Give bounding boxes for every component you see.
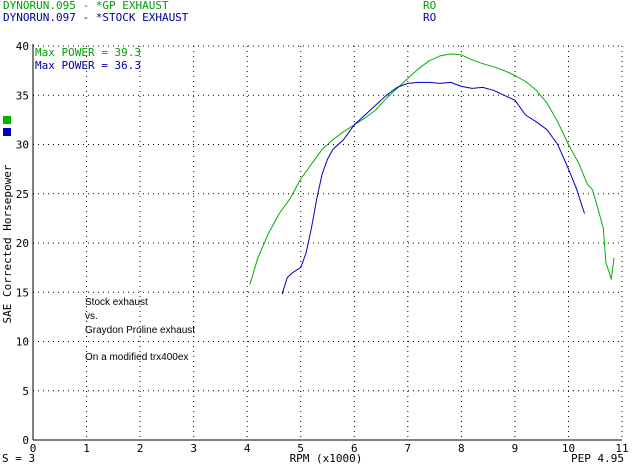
y-tick-label: 35 bbox=[16, 89, 29, 102]
max-power-gp: Max POWER = 39.3 bbox=[35, 46, 141, 59]
x-tick-label: 6 bbox=[351, 442, 358, 455]
legend-run1: DYNORUN.095 - *GP EXHAUST bbox=[3, 0, 169, 12]
note-line-1: Stock exhaust bbox=[85, 297, 148, 308]
axes bbox=[32, 44, 622, 441]
x-tick-label: 7 bbox=[405, 442, 412, 455]
y-tick-label: 15 bbox=[16, 286, 29, 299]
y-tick-label: 25 bbox=[16, 188, 29, 201]
max-power-stock: Max POWER = 36.3 bbox=[35, 59, 141, 72]
y-tick-label: 30 bbox=[16, 139, 29, 152]
legend-ro2: RO bbox=[423, 11, 437, 24]
gp-exhaust-line bbox=[249, 53, 615, 285]
x-tick-label: 5 bbox=[297, 442, 304, 455]
x-tick-label: 9 bbox=[512, 442, 519, 455]
legend-run2: DYNORUN.097 - *STOCK EXHAUST bbox=[3, 11, 189, 24]
x-tick-label: 8 bbox=[458, 442, 465, 455]
pep-label: PEP 4.95 bbox=[571, 452, 624, 465]
x-axis-label: RPM (x1000) bbox=[290, 452, 363, 465]
series-lines bbox=[249, 53, 615, 295]
x-tick-label: 10 bbox=[562, 442, 575, 455]
note-line-4: On a modified trx400ex bbox=[85, 352, 189, 363]
series-swatch-gp bbox=[3, 116, 11, 124]
legend-ro1: RO bbox=[423, 0, 437, 12]
stock-exhaust-line bbox=[281, 81, 585, 295]
series-swatch-stock bbox=[3, 128, 11, 136]
x-tick-label: 11 bbox=[615, 442, 628, 455]
x-tick-label: 4 bbox=[244, 442, 251, 455]
grid bbox=[33, 45, 623, 440]
y-tick-label: 5 bbox=[22, 385, 29, 398]
tick-labels: 0 1 2 3 4 5 6 7 8 9 10 11 0 5 10 15 20 25 30 35 40 bbox=[16, 40, 629, 455]
x-tick-label: 2 bbox=[137, 442, 144, 455]
x-tick-label: 1 bbox=[83, 442, 90, 455]
note-line-3: Graydon Proline exhaust bbox=[85, 325, 196, 336]
smoothing-label: S = 3 bbox=[2, 452, 36, 465]
y-axis-label: SAE Corrected Horsepower bbox=[1, 164, 14, 323]
y-tick-label: 10 bbox=[16, 336, 29, 349]
y-tick-label: 0 bbox=[22, 434, 29, 447]
x-tick-label: 3 bbox=[190, 442, 197, 455]
x-tick-label: 0 bbox=[30, 442, 37, 455]
note-line-2: vs. bbox=[85, 311, 98, 322]
y-tick-label: 20 bbox=[16, 237, 29, 250]
y-tick-label: 40 bbox=[16, 40, 29, 53]
